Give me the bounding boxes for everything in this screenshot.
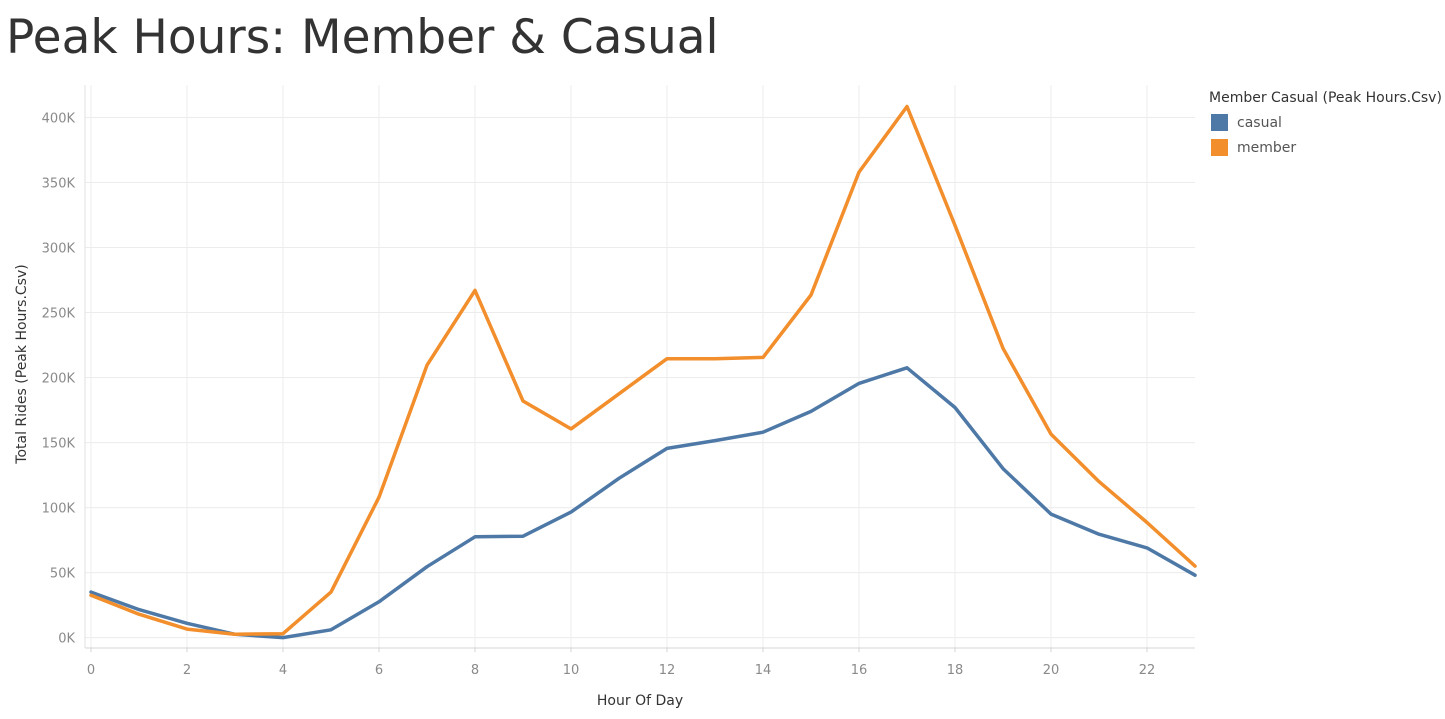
x-tick-label: 18: [947, 663, 964, 678]
x-tick-label: 10: [563, 663, 580, 678]
legend-label: casual: [1237, 114, 1282, 131]
grid: [84, 85, 1195, 649]
y-tick-label: 300K: [42, 242, 76, 257]
x-tick-label: 8: [471, 663, 479, 678]
legend-title: Member Casual (Peak Hours.Csv): [1209, 90, 1442, 106]
legend-label: member: [1237, 139, 1297, 156]
legend-items: casual member: [1209, 110, 1442, 160]
x-tick-label: 16: [851, 663, 868, 678]
axis-ticks: 0 2 4 6 8 10 12 14 16 18 20 22 0K 50K 100K 150K 200K 250K…: [42, 112, 1156, 678]
y-tick-label: 250K: [42, 307, 76, 322]
y-tick-label: 200K: [42, 372, 76, 387]
legend-swatch: [1211, 114, 1228, 131]
legend: Member Casual (Peak Hours.Csv) casual mem…: [1209, 90, 1442, 160]
x-tick-label: 0: [87, 663, 95, 678]
series-lines: [89, 104, 1197, 640]
x-tick-label: 20: [1043, 663, 1060, 678]
legend-swatch: [1211, 139, 1228, 156]
x-tick-label: 22: [1139, 663, 1156, 678]
y-tick-label: 400K: [42, 112, 76, 127]
x-axis-title: Hour Of Day: [597, 693, 683, 709]
x-tick-label: 12: [659, 663, 676, 678]
y-tick-label: 0K: [58, 632, 75, 647]
y-tick-label: 350K: [42, 177, 76, 192]
x-tick-label: 4: [279, 663, 287, 678]
y-tick-label: 50K: [50, 567, 76, 582]
x-tick-label: 6: [375, 663, 383, 678]
chart-title: Peak Hours: Member & Casual: [6, 10, 719, 65]
x-tick-label: 14: [755, 663, 772, 678]
series-line-member: [89, 104, 1197, 637]
y-tick-label: 150K: [42, 437, 76, 452]
series-line-casual: [89, 366, 1197, 640]
y-axis-title: Total Rides (Peak Hours.Csv): [14, 264, 30, 464]
legend-item-casual[interactable]: casual: [1209, 110, 1442, 135]
legend-item-member[interactable]: member: [1209, 135, 1442, 160]
y-tick-label: 100K: [42, 502, 76, 517]
x-tick-label: 2: [183, 663, 191, 678]
